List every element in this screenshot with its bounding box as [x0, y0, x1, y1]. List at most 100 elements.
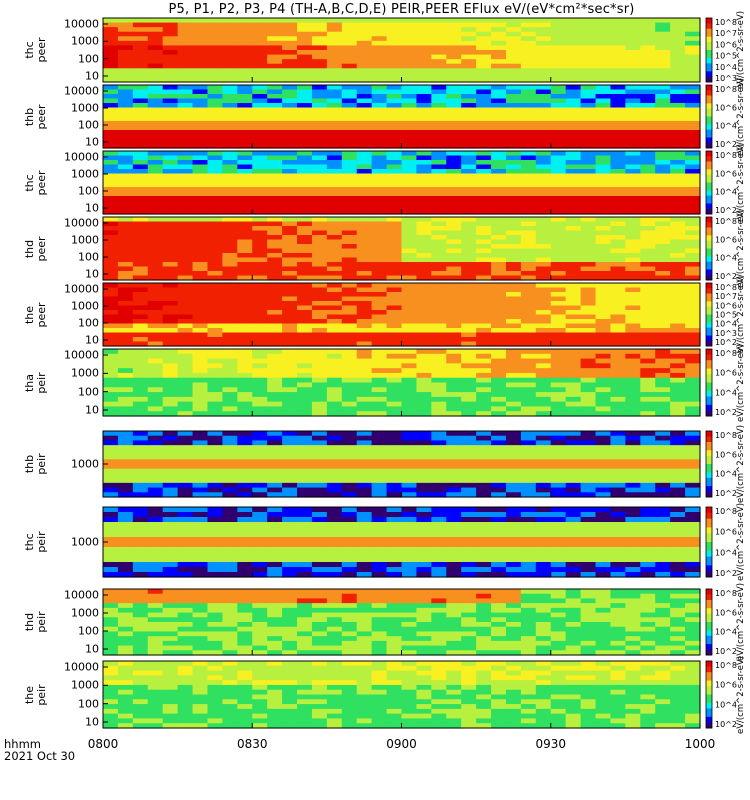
- spectrogram-cell: [326, 196, 343, 202]
- spectrogram-cell: [132, 85, 149, 91]
- colorbar-segment: [706, 119, 712, 123]
- spectrogram-cell: [356, 178, 373, 184]
- spectrogram-cell: [655, 323, 671, 329]
- spectrogram-cell: [282, 239, 298, 245]
- spectrogram-cell: [401, 319, 418, 325]
- spectrogram-cell: [267, 40, 283, 47]
- spectrogram-cell: [326, 368, 343, 374]
- spectrogram-cell: [311, 517, 328, 523]
- spectrogram-cell: [461, 319, 477, 325]
- colorbar-segment: [706, 55, 712, 59]
- spectrogram-cell: [505, 363, 522, 369]
- spectrogram-cell: [386, 305, 403, 311]
- spectrogram-cell: [267, 492, 283, 498]
- spectrogram-cell: [222, 31, 238, 37]
- spectrogram-cell: [103, 522, 119, 528]
- spectrogram-cell: [222, 139, 238, 145]
- spectrogram-cell: [192, 468, 209, 475]
- spectrogram-cell: [580, 382, 597, 388]
- spectrogram-cell: [386, 116, 403, 122]
- spectrogram-cell: [237, 363, 253, 369]
- spectrogram-cell: [222, 230, 238, 236]
- spectrogram-cell: [147, 372, 164, 379]
- spectrogram-cell: [685, 217, 701, 223]
- spectrogram-cell: [431, 89, 447, 95]
- spectrogram-cell: [595, 151, 612, 157]
- spectrogram-cell: [386, 112, 403, 118]
- spectrogram-cell: [267, 607, 283, 614]
- spectrogram-cell: [222, 248, 238, 254]
- spectrogram-cell: [625, 542, 641, 548]
- spectrogram-cell: [326, 85, 343, 91]
- spectrogram-cell: [461, 387, 477, 393]
- spectrogram-cell: [103, 562, 119, 568]
- spectrogram-cell: [685, 45, 701, 51]
- spectrogram-cell: [535, 68, 552, 74]
- spectrogram-cell: [326, 507, 343, 513]
- spectrogram-cell: [177, 328, 194, 334]
- spectrogram-cell: [326, 401, 343, 408]
- spectrogram-cell: [520, 271, 537, 277]
- spectrogram-cell: [311, 239, 328, 245]
- spectrogram-cell: [297, 98, 313, 104]
- spectrogram-cell: [267, 332, 283, 338]
- spectrogram-cell: [282, 155, 298, 161]
- spectrogram-cell: [103, 507, 119, 513]
- spectrogram-cell: [416, 445, 432, 451]
- spectrogram-cell: [326, 40, 343, 47]
- spectrogram-cell: [461, 196, 477, 202]
- spectrogram-cell: [371, 377, 388, 384]
- spectrogram-cell: [371, 478, 388, 484]
- spectrogram-cell: [371, 244, 388, 250]
- spectrogram-cell: [326, 449, 343, 456]
- spectrogram-cell: [461, 248, 477, 254]
- spectrogram-cell: [431, 319, 447, 325]
- spectrogram-cell: [297, 406, 313, 412]
- spectrogram-cell: [252, 230, 268, 236]
- spectrogram-cell: [550, 305, 567, 311]
- spectrogram-cell: [655, 337, 671, 343]
- spectrogram-cell: [416, 72, 432, 79]
- spectrogram-cell: [535, 196, 552, 202]
- spectrogram-cell: [341, 72, 358, 79]
- spectrogram-cell: [222, 89, 238, 95]
- spectrogram-cell: [595, 18, 612, 24]
- spectrogram-cell: [103, 636, 119, 642]
- spectrogram-cell: [431, 431, 447, 437]
- spectrogram-cell: [625, 116, 641, 122]
- spectrogram-cell: [117, 40, 134, 47]
- spectrogram-cell: [416, 372, 432, 379]
- spectrogram-cell: [491, 139, 507, 145]
- spectrogram-cell: [610, 396, 626, 403]
- spectrogram-cell: [237, 517, 253, 523]
- spectrogram-cell: [282, 287, 298, 293]
- spectrogram-cell: [595, 572, 612, 578]
- spectrogram-cell: [655, 377, 671, 384]
- spectrogram-cell: [311, 552, 328, 558]
- spectrogram-cell: [640, 435, 656, 442]
- spectrogram-cell: [625, 130, 641, 136]
- spectrogram-cell: [610, 310, 626, 316]
- spectrogram-cell: [132, 512, 149, 518]
- spectrogram-cell: [192, 593, 209, 600]
- spectrogram-cell: [252, 431, 268, 437]
- spectrogram-cell: [565, 527, 582, 533]
- spectrogram-cell: [177, 396, 194, 403]
- spectrogram-cell: [401, 59, 418, 65]
- spectrogram-cell: [282, 640, 298, 647]
- spectrogram-cell: [550, 116, 567, 122]
- spectrogram-cell: [386, 200, 403, 206]
- spectrogram-cell: [311, 169, 328, 175]
- spectrogram-cell: [461, 377, 477, 384]
- colorbar-tick-label: 10^7: [715, 29, 737, 38]
- spectrogram-cell: [520, 512, 537, 518]
- spectrogram-cell: [222, 191, 238, 197]
- spectrogram-cell: [431, 271, 447, 277]
- spectrogram-cell: [207, 622, 223, 628]
- spectrogram-cell: [535, 116, 552, 122]
- spectrogram-cell: [625, 107, 641, 113]
- spectrogram-cell: [655, 283, 671, 289]
- spectrogram-cell: [625, 492, 641, 498]
- spectrogram-cell: [431, 349, 447, 355]
- spectrogram-cell: [282, 68, 298, 74]
